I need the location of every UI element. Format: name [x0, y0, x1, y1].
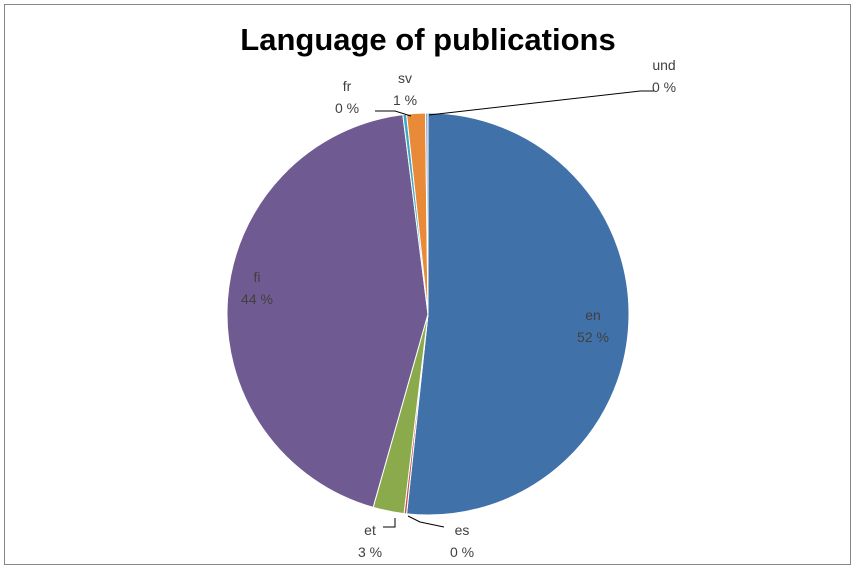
slice-label-percent-und: 0 % [652, 79, 676, 95]
slice-label-category-sv: sv [398, 70, 412, 86]
slice-label-percent-en: 52 % [577, 329, 609, 345]
slice-label-category-es: es [455, 522, 470, 538]
slice-label-category-en: en [585, 307, 601, 323]
leader-line-es [407, 515, 445, 528]
slice-label-category-fi: fi [254, 269, 261, 285]
pie-slice-en [406, 112, 630, 516]
slice-label-percent-es: 0 % [450, 544, 474, 560]
slice-label-percent-fr: 0 % [335, 100, 359, 116]
pie-slice-fi [226, 114, 429, 508]
slice-label-percent-et: 3 % [358, 544, 382, 560]
slice-label-category-und: und [652, 57, 675, 73]
leader-line-fr [375, 110, 412, 117]
slice-label-category-et: et [364, 522, 376, 538]
pie-slice-und [424, 112, 429, 315]
slice-label-percent-sv: 1 % [393, 92, 417, 108]
leader-line-und [428, 90, 654, 116]
leader-line-et [383, 518, 396, 528]
slice-label-percent-fi: 44 % [241, 291, 273, 307]
slice-label-category-fr: fr [343, 78, 352, 94]
chart-title: Language of publications [240, 22, 615, 57]
